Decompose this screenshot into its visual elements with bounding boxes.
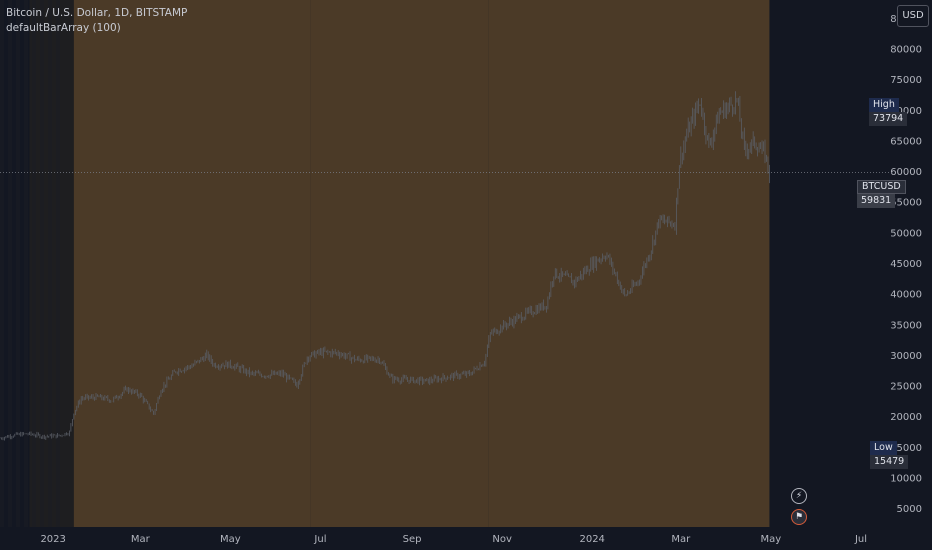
y-tick-label: 35000 bbox=[890, 320, 922, 331]
current-price-value: 59831 bbox=[857, 194, 896, 208]
high-tag-value: 73794 bbox=[869, 112, 908, 126]
dark-stripe bbox=[48, 0, 52, 527]
x-tick-label: May bbox=[220, 534, 241, 545]
dark-stripe bbox=[8, 0, 12, 527]
dark-stripe bbox=[40, 0, 44, 527]
candles bbox=[0, 91, 770, 441]
x-tick-label: Mar bbox=[131, 534, 151, 545]
y-tick-label: 55000 bbox=[890, 198, 922, 209]
dark-stripe bbox=[24, 0, 28, 527]
flag-icon[interactable]: ⚑ bbox=[791, 509, 807, 525]
y-tick-label: 75000 bbox=[890, 75, 922, 86]
y-tick-label: 25000 bbox=[890, 382, 922, 393]
lightning-icon[interactable]: ⚡ bbox=[791, 488, 807, 504]
current-price-tag: BTCUSD59831 bbox=[857, 180, 932, 208]
dark-stripe bbox=[0, 0, 4, 527]
y-tick-label: 65000 bbox=[890, 136, 922, 147]
legend-indicator-line[interactable]: defaultBarArray (100) bbox=[6, 22, 121, 34]
x-tick-label: 2023 bbox=[40, 534, 65, 545]
x-tick-label: Jul bbox=[313, 534, 326, 545]
y-tick-label: 50000 bbox=[890, 228, 922, 239]
y-tick-label: 20000 bbox=[890, 412, 922, 423]
x-tick-label: Mar bbox=[671, 534, 691, 545]
y-tick-label: 80000 bbox=[890, 45, 922, 56]
x-tick-label: Jul bbox=[854, 534, 867, 545]
x-tick-label: 2024 bbox=[579, 534, 604, 545]
x-tick-label: Nov bbox=[492, 534, 512, 545]
x-tick-label: Sep bbox=[403, 534, 422, 545]
current-price-symbol: BTCUSD bbox=[857, 180, 906, 194]
dark-stripe bbox=[32, 0, 36, 527]
y-tick-label: 70000 bbox=[890, 106, 922, 117]
legend-symbol-line[interactable]: Bitcoin / U.S. Dollar, 1D, BITSTAMP bbox=[6, 7, 188, 19]
chart-legend: Bitcoin / U.S. Dollar, 1D, BITSTAMP defa… bbox=[6, 6, 187, 36]
low-tag-label: Low bbox=[870, 441, 897, 455]
y-tick-label: 45000 bbox=[890, 259, 922, 270]
y-tick-label: 10000 bbox=[890, 473, 922, 484]
y-tick-label: 30000 bbox=[890, 351, 922, 362]
dark-stripe bbox=[16, 0, 20, 527]
y-tick-label: 60000 bbox=[890, 167, 922, 178]
currency-button[interactable]: USD bbox=[897, 5, 929, 27]
high-tag: High73794 bbox=[869, 98, 932, 126]
background-band-2 bbox=[310, 0, 489, 527]
high-tag-label: High bbox=[869, 98, 899, 112]
time-axis-area[interactable] bbox=[0, 527, 932, 550]
y-tick-label: 5000 bbox=[897, 504, 922, 515]
y-tick-label: 15000 bbox=[890, 443, 922, 454]
dark-stripe bbox=[56, 0, 60, 527]
low-tag: Low15479 bbox=[870, 441, 932, 469]
y-tick-label: 40000 bbox=[890, 290, 922, 301]
background-band-3 bbox=[488, 0, 770, 527]
x-tick-label: May bbox=[761, 534, 782, 545]
background-band-1 bbox=[73, 0, 311, 527]
low-tag-value: 15479 bbox=[870, 455, 909, 469]
